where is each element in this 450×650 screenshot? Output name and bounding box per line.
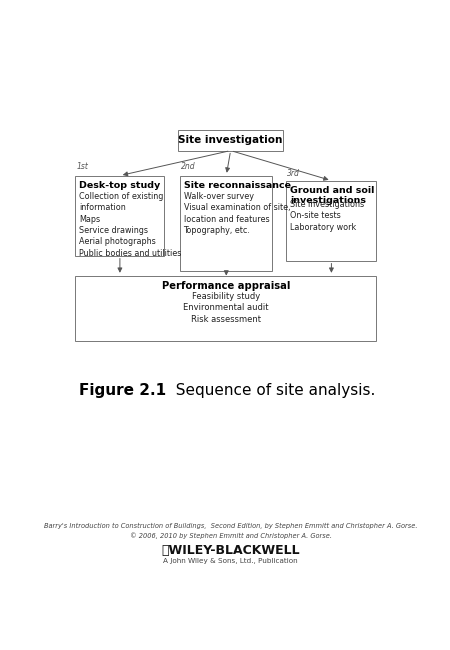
Text: Feasibility study
Environmental audit
Risk assessment: Feasibility study Environmental audit Ri… bbox=[183, 292, 269, 324]
Bar bbox=[287, 181, 376, 261]
Bar bbox=[180, 176, 272, 270]
Text: ⓅWILEY-BLACKWELL: ⓅWILEY-BLACKWELL bbox=[161, 545, 300, 558]
Bar bbox=[76, 276, 376, 341]
Text: Barry's Introduction to Construction of Buildings,  Second Edition, by Stephen E: Barry's Introduction to Construction of … bbox=[44, 523, 418, 539]
Text: Ground and soil
investigations: Ground and soil investigations bbox=[290, 186, 374, 205]
Text: Walk-over survey
Visual examination of site,
location and features
Topography, e: Walk-over survey Visual examination of s… bbox=[184, 192, 290, 235]
Text: A John Wiley & Sons, Ltd., Publication: A John Wiley & Sons, Ltd., Publication bbox=[163, 558, 298, 564]
Text: Site reconnaissance: Site reconnaissance bbox=[184, 181, 291, 190]
Text: Figure 2.1: Figure 2.1 bbox=[79, 384, 166, 398]
Text: 2nd: 2nd bbox=[181, 162, 195, 170]
Text: 1st: 1st bbox=[76, 162, 88, 170]
Text: 3rd: 3rd bbox=[287, 169, 300, 178]
Text: Site investigations
On-site tests
Laboratory work: Site investigations On-site tests Labora… bbox=[290, 200, 364, 231]
Text: Site investigation: Site investigation bbox=[179, 135, 283, 144]
Text: Performance appraisal: Performance appraisal bbox=[162, 281, 290, 291]
Text: Collection of existing
information
Maps
Service drawings
Aerial photographs
Publ: Collection of existing information Maps … bbox=[79, 192, 181, 258]
Bar bbox=[76, 176, 164, 255]
Text: Desk-top study: Desk-top study bbox=[79, 181, 160, 190]
Text: Sequence of site analysis.: Sequence of site analysis. bbox=[166, 384, 375, 398]
Bar bbox=[178, 129, 283, 151]
